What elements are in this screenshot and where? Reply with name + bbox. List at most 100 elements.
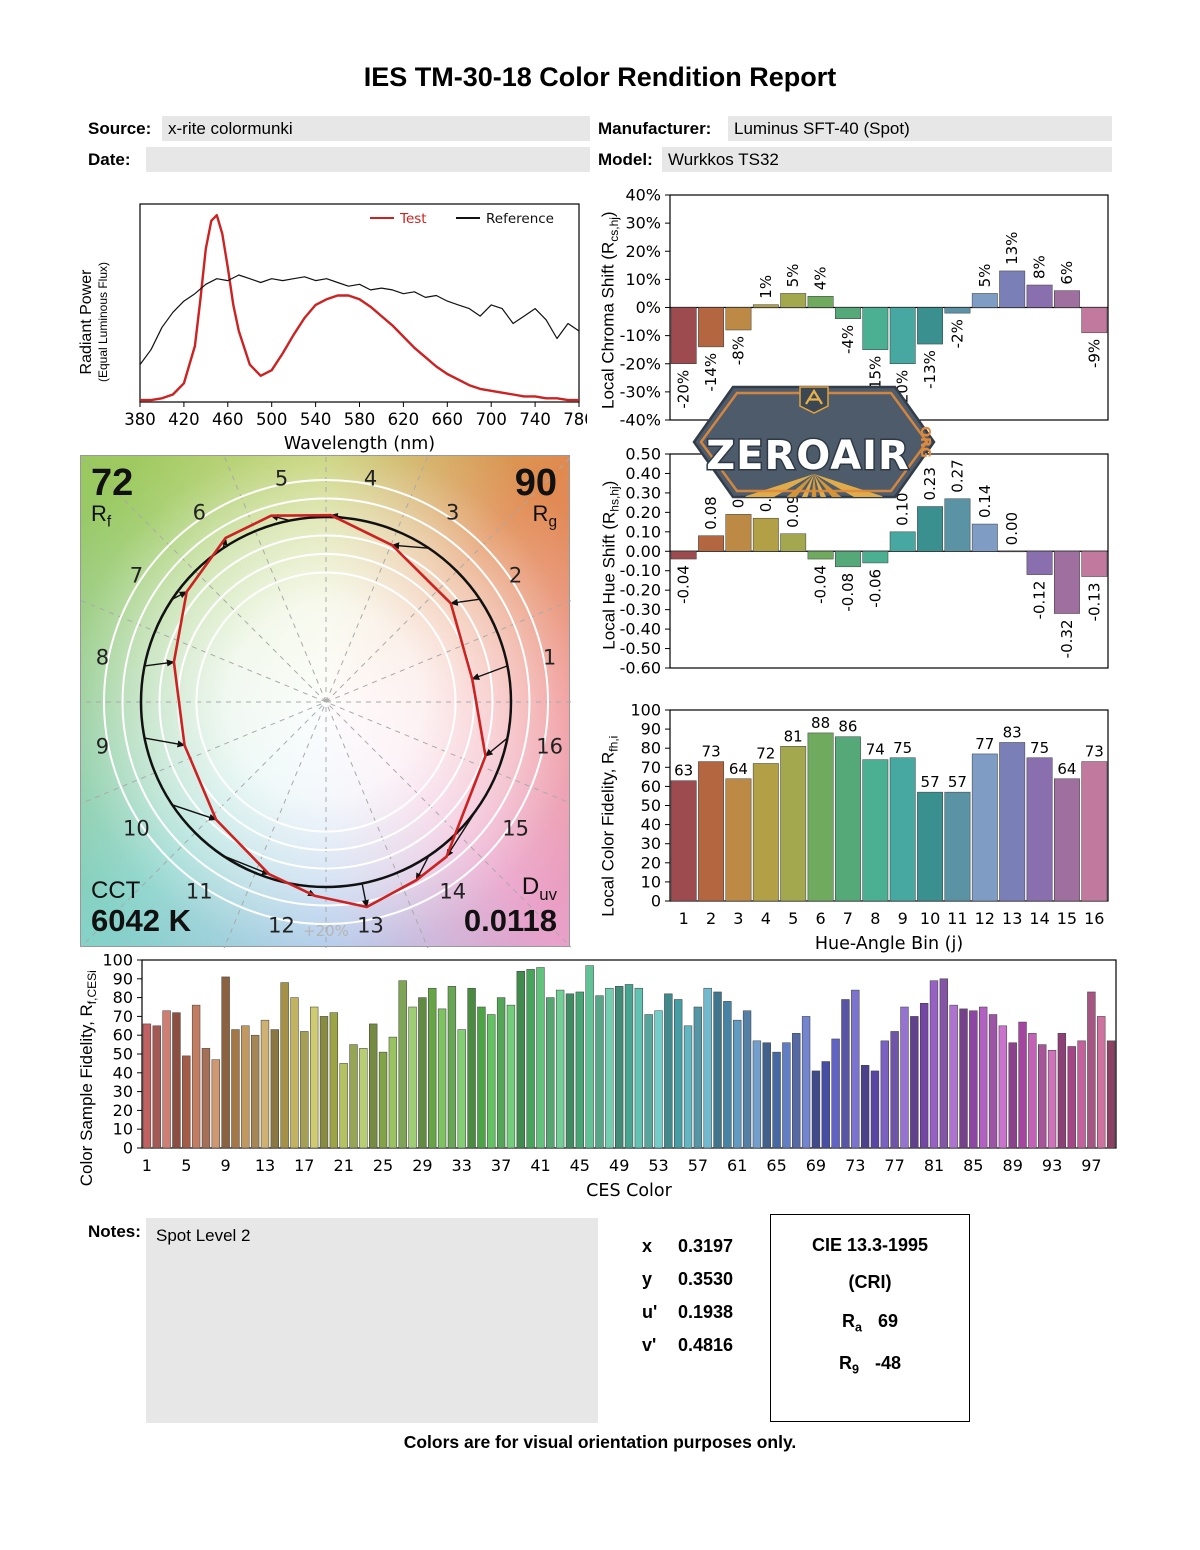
svg-text:-0.04: -0.04 <box>675 565 693 604</box>
svg-text:11: 11 <box>947 909 967 928</box>
model-label: Model: <box>598 150 653 169</box>
svg-text:100: 100 <box>630 701 661 720</box>
svg-text:80: 80 <box>641 739 661 758</box>
svg-text:0: 0 <box>651 892 661 911</box>
svg-text:0.20: 0.20 <box>625 503 661 522</box>
date-label: Date: <box>88 150 131 169</box>
svg-text:CES Color: CES Color <box>586 1181 672 1201</box>
svg-text:3: 3 <box>446 500 459 524</box>
svg-text:7: 7 <box>843 909 853 928</box>
svg-text:5%: 5% <box>976 264 994 288</box>
svg-text:0.00: 0.00 <box>625 542 661 561</box>
svg-text:60: 60 <box>641 777 661 796</box>
svg-text:14: 14 <box>439 880 466 904</box>
source-value: x-rite colormunki <box>168 119 293 138</box>
svg-text:-0.08: -0.08 <box>839 573 857 612</box>
svg-text:-10%: -10% <box>620 326 661 345</box>
notes-label: Notes: <box>88 1222 141 1241</box>
svg-text:0: 0 <box>123 1139 133 1158</box>
svg-text:30: 30 <box>641 834 661 853</box>
svg-text:0.10: 0.10 <box>625 522 661 541</box>
svg-text:9: 9 <box>898 909 908 928</box>
svg-text:93: 93 <box>1042 1156 1062 1175</box>
svg-text:-0.06: -0.06 <box>866 569 884 608</box>
svg-text:81: 81 <box>784 727 803 745</box>
svg-text:540: 540 <box>300 410 332 429</box>
svg-text:33: 33 <box>452 1156 472 1175</box>
svg-text:8: 8 <box>96 646 109 670</box>
svg-text:15: 15 <box>502 817 529 841</box>
duv-readout: Duv 0.0118 <box>463 872 557 938</box>
svg-text:73: 73 <box>1085 743 1104 761</box>
svg-text:40: 40 <box>641 815 661 834</box>
model-value: Wurkkos TS32 <box>668 150 779 169</box>
svg-text:61: 61 <box>727 1156 747 1175</box>
cri-title: CIE 13.3-1995 <box>811 1235 929 1255</box>
svg-text:1%: 1% <box>757 275 775 299</box>
svg-text:-0.32: -0.32 <box>1058 620 1076 659</box>
date-value-box <box>146 147 590 172</box>
chroma-shift-plot: -40% -30% -20% -10% 0% 10% 20% 30% 40% -20% -14% -8… <box>620 186 1109 430</box>
svg-text:9: 9 <box>221 1156 231 1175</box>
svg-text:6: 6 <box>816 909 826 928</box>
svg-text:740: 740 <box>519 410 551 429</box>
svg-text:57: 57 <box>948 773 967 791</box>
svg-text:-4%: -4% <box>839 325 857 354</box>
cri-box: CIE 13.3-1995 (CRI) Ra 69 R9 -48 <box>770 1214 970 1422</box>
svg-text:20: 20 <box>641 853 661 872</box>
svg-text:73: 73 <box>845 1156 865 1175</box>
cri-r9-row: R9 -48 <box>838 1352 902 1377</box>
cri-ra-row: Ra 69 <box>841 1311 899 1335</box>
source-label: Source: <box>88 119 152 138</box>
svg-text:5: 5 <box>181 1156 191 1175</box>
chromaticity-row-y: y 0.3530 <box>642 1269 734 1289</box>
svg-text:30%: 30% <box>625 214 661 233</box>
report-title: IES TM-30-18 Color Rendition Report <box>363 62 837 92</box>
svg-text:4: 4 <box>761 909 771 928</box>
chromaticity-row-x: x 0.3197 <box>642 1236 734 1256</box>
svg-text:57: 57 <box>921 773 940 791</box>
rf-score: 72 Rf <box>91 462 134 531</box>
svg-text:460: 460 <box>212 410 244 429</box>
svg-text:57: 57 <box>688 1156 708 1175</box>
svg-text:-0.12: -0.12 <box>1031 581 1049 620</box>
color-sample-fidelity-chart: Color Sample Fidelity, Rf,CESi 0 10 20 30 40… <box>76 952 1130 1204</box>
manufacturer-label: Manufacturer: <box>598 119 712 138</box>
svg-text:-0.04: -0.04 <box>812 565 830 604</box>
svg-text:20%: 20% <box>625 242 661 261</box>
svg-text:ZEROAIR: ZEROAIR <box>706 433 910 479</box>
svg-text:0.09: 0.09 <box>784 494 802 527</box>
svg-text:-20%: -20% <box>620 354 661 373</box>
svg-text:10%: 10% <box>625 270 661 289</box>
svg-text:88: 88 <box>811 714 830 732</box>
svg-text:6%: 6% <box>1058 261 1076 285</box>
zeroair-watermark: ZEROAIR ORG <box>688 372 940 517</box>
svg-text:13: 13 <box>255 1156 275 1175</box>
svg-text:73: 73 <box>702 743 721 761</box>
svg-text:-0.50: -0.50 <box>620 639 661 658</box>
svg-text:60: 60 <box>113 1026 133 1045</box>
notes-text: Spot Level 2 <box>156 1226 251 1245</box>
svg-text:Reference: Reference <box>486 211 554 227</box>
local-chroma-shift-chart: Local Chroma Shift (Rcs,hj) -40% -30% -20%… <box>598 185 1120 435</box>
svg-text:70: 70 <box>641 758 661 777</box>
svg-text:0.10: 0.10 <box>894 492 912 525</box>
svg-text:Test: Test <box>399 211 427 227</box>
svg-text:-13%: -13% <box>921 350 939 389</box>
svg-text:-0.20: -0.20 <box>620 581 661 600</box>
svg-text:-14%: -14% <box>702 353 720 392</box>
svg-text:12: 12 <box>268 914 295 938</box>
svg-text:5%: 5% <box>784 264 802 288</box>
svg-text:29: 29 <box>412 1156 432 1175</box>
svg-text:8: 8 <box>870 909 880 928</box>
svg-text:-0.30: -0.30 <box>620 600 661 619</box>
svg-text:-0.13: -0.13 <box>1085 583 1103 622</box>
svg-text:16: 16 <box>536 735 563 759</box>
footer-note: Colors are for visual orientation purpos… <box>403 1432 797 1452</box>
svg-text:65: 65 <box>766 1156 786 1175</box>
svg-text:90: 90 <box>641 720 661 739</box>
svg-text:6: 6 <box>193 500 206 524</box>
